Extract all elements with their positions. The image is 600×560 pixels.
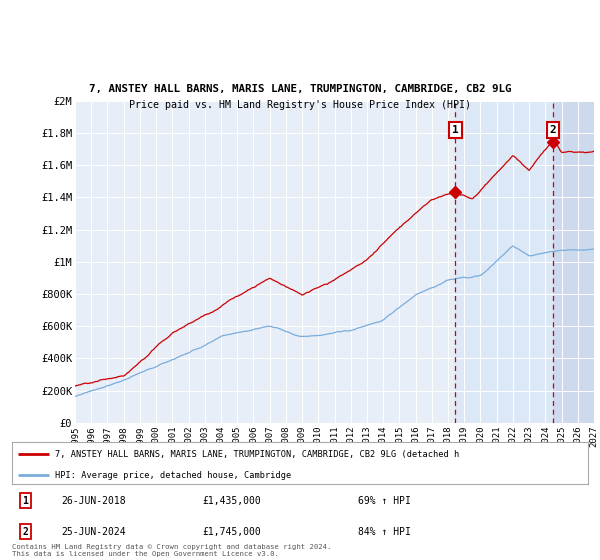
Text: 1: 1 (452, 125, 459, 135)
Text: £1,745,000: £1,745,000 (202, 526, 261, 536)
Bar (553, 101, 594, 423)
Text: 69% ↑ HPI: 69% ↑ HPI (358, 496, 410, 506)
Text: £1,435,000: £1,435,000 (202, 496, 261, 506)
Text: 84% ↑ HPI: 84% ↑ HPI (358, 526, 410, 536)
Text: 2: 2 (22, 526, 28, 536)
Text: 7, ANSTEY HALL BARNS, MARIS LANE, TRUMPINGTON, CAMBRIDGE, CB2 9LG: 7, ANSTEY HALL BARNS, MARIS LANE, TRUMPI… (89, 84, 511, 94)
Text: 7, ANSTEY HALL BARNS, MARIS LANE, TRUMPINGTON, CAMBRIDGE, CB2 9LG (detached h: 7, ANSTEY HALL BARNS, MARIS LANE, TRUMPI… (55, 450, 460, 459)
Text: Contains HM Land Registry data © Crown copyright and database right 2024.
This d: Contains HM Land Registry data © Crown c… (12, 544, 331, 557)
Text: Price paid vs. HM Land Registry's House Price Index (HPI): Price paid vs. HM Land Registry's House … (129, 100, 471, 110)
Text: 1: 1 (22, 496, 28, 506)
Text: HPI: Average price, detached house, Cambridge: HPI: Average price, detached house, Camb… (55, 470, 292, 480)
Text: 25-JUN-2024: 25-JUN-2024 (61, 526, 125, 536)
Bar (455, 101, 594, 423)
Text: 2: 2 (550, 125, 556, 135)
Text: 26-JUN-2018: 26-JUN-2018 (61, 496, 125, 506)
